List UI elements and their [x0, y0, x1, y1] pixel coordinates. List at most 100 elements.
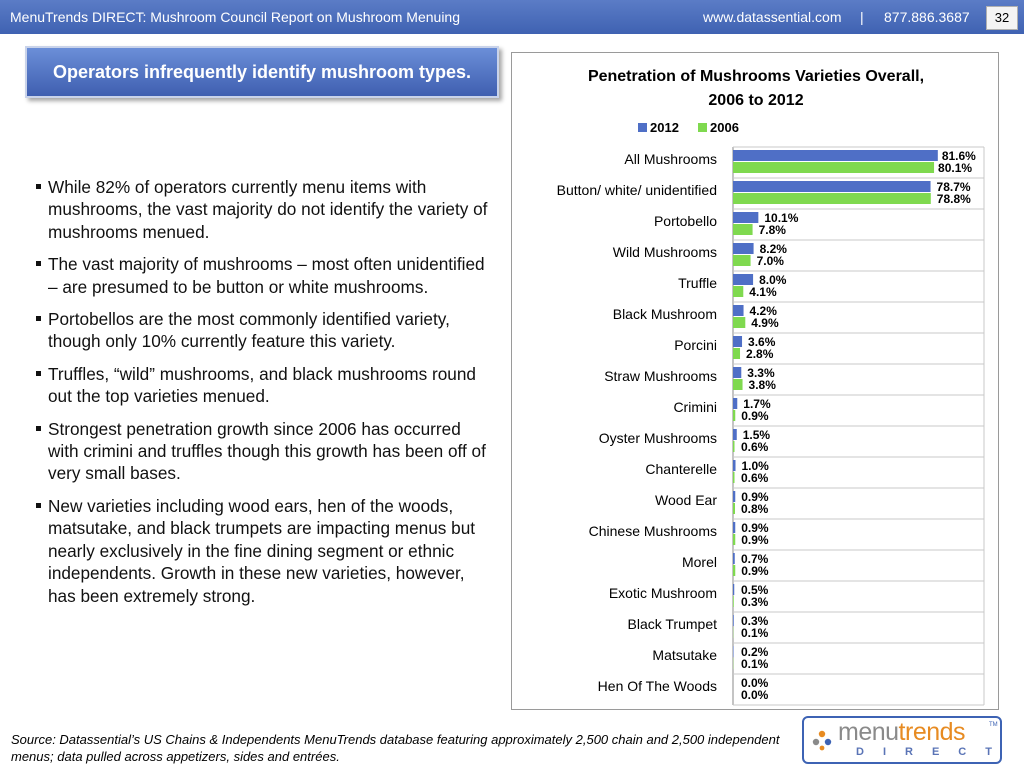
bar-2006	[733, 596, 734, 607]
data-label-2006: 0.1%	[741, 657, 769, 671]
data-label-2012: 0.2%	[741, 645, 769, 659]
chart-title-line1: Penetration of Mushrooms Varieties Overa…	[588, 68, 924, 85]
header-bar: MenuTrends DIRECT: Mushroom Council Repo…	[0, 0, 1024, 34]
bullet-item: Strongest penetration growth since 2006 …	[36, 418, 494, 485]
header-title: MenuTrends DIRECT: Mushroom Council Repo…	[10, 9, 460, 25]
category-label: All Mushrooms	[624, 151, 717, 167]
category-label: Exotic Mushroom	[609, 585, 717, 601]
bar-2012	[733, 460, 736, 471]
bar-2012	[733, 646, 734, 657]
data-label-2006: 80.1%	[938, 161, 972, 175]
data-label-2012: 1.5%	[743, 428, 771, 442]
data-label-2012: 0.0%	[741, 676, 769, 690]
bar-2006	[733, 472, 735, 483]
bar-2012	[733, 367, 742, 378]
legend-label-2012: 2012	[650, 120, 679, 135]
bar-2012	[733, 491, 736, 502]
bar-2006	[733, 255, 751, 266]
data-label-2012: 3.6%	[748, 335, 776, 349]
data-label-2006: 0.0%	[741, 688, 769, 702]
bullet-item: Portobellos are the most commonly identi…	[36, 308, 494, 353]
logo-word-trends: trends	[898, 718, 966, 746]
data-label-2012: 1.7%	[743, 397, 771, 411]
logo-mark-icon	[812, 730, 832, 751]
category-label: Matsutake	[652, 647, 717, 663]
data-label-2006: 3.8%	[749, 378, 777, 392]
category-label: Chinese Mushrooms	[589, 523, 717, 539]
data-label-2006: 7.8%	[759, 223, 787, 237]
data-label-2012: 1.0%	[742, 459, 770, 473]
bar-2006	[733, 379, 743, 390]
data-label-2012: 78.7%	[937, 180, 971, 194]
bar-2006	[733, 193, 931, 204]
bar-chart: Penetration of Mushrooms Varieties Overa…	[557, 68, 985, 706]
legend-swatch-2012	[638, 123, 647, 132]
bar-2012	[733, 150, 938, 161]
data-label-2012: 81.6%	[942, 149, 976, 163]
data-label-2006: 4.9%	[751, 316, 779, 330]
data-label-2006: 0.6%	[741, 471, 769, 485]
bar-2012	[733, 522, 736, 533]
category-label: Wood Ear	[655, 492, 717, 508]
logo-trademark: TM	[989, 722, 998, 728]
bar-2012	[733, 615, 734, 626]
bar-2006	[733, 410, 736, 421]
headline-banner: Operators infrequently identify mushroom…	[25, 46, 499, 98]
bar-2012	[733, 274, 754, 285]
data-label-2006: 2.8%	[746, 347, 774, 361]
data-label-2012: 4.2%	[750, 304, 778, 318]
legend-label-2006: 2006	[710, 120, 739, 135]
data-label-2012: 0.9%	[741, 490, 769, 504]
category-label: Porcini	[674, 337, 717, 353]
menutrends-logo: menutrends TM DIRECT	[802, 716, 1002, 764]
chart-gridlines	[732, 146, 985, 706]
bar-2012	[733, 553, 735, 564]
data-label-2012: 0.9%	[741, 521, 769, 535]
data-label-2006: 0.1%	[741, 626, 769, 640]
header-separator: |	[860, 9, 864, 25]
data-label-2012: 0.3%	[741, 614, 769, 628]
chart-title-line2: 2006 to 2012	[708, 92, 803, 109]
data-label-2006: 78.8%	[937, 192, 971, 206]
bar-2006	[733, 534, 736, 545]
data-label-2006: 7.0%	[757, 254, 785, 268]
bar-2006	[733, 286, 744, 297]
chart-bars	[733, 150, 938, 669]
category-label: Straw Mushrooms	[604, 368, 717, 384]
bullet-item: While 82% of operators currently menu it…	[36, 176, 494, 243]
category-label: Morel	[682, 554, 717, 570]
bar-2012	[733, 336, 743, 347]
logo-direct: DIRECT	[856, 746, 1011, 758]
category-labels: All Mushrooms Button/ white/ unidentified…	[557, 151, 718, 694]
data-label-2012: 0.5%	[741, 583, 769, 597]
logo-wordmark: menutrends	[838, 718, 966, 747]
data-labels: 81.6%80.1% 78.7%78.8% 10.1%7.8% 8.2%7.0% 8.0…	[741, 149, 976, 702]
header-phone: 877.886.3687	[884, 9, 970, 25]
data-label-2012: 10.1%	[764, 211, 798, 225]
logo-word-menu: menu	[838, 718, 899, 746]
page-number: 32	[986, 6, 1018, 30]
category-label: Chanterelle	[645, 461, 717, 477]
bullet-item: Truffles, “wild” mushrooms, and black mu…	[36, 363, 494, 408]
bar-2012	[733, 212, 759, 223]
bar-2012	[733, 305, 744, 316]
bar-2012	[733, 584, 735, 595]
category-label: Crimini	[673, 399, 717, 415]
legend-swatch-2006	[698, 123, 707, 132]
bar-2012	[733, 243, 754, 254]
data-label-2006: 0.6%	[741, 440, 769, 454]
data-label-2012: 3.3%	[747, 366, 775, 380]
bar-2012	[733, 181, 931, 192]
bar-2006	[733, 565, 736, 576]
bullet-item: The vast majority of mushrooms – most of…	[36, 253, 494, 298]
category-label: Portobello	[654, 213, 717, 229]
data-label-2006: 0.9%	[741, 409, 769, 423]
data-label-2006: 0.8%	[741, 502, 769, 516]
data-label-2006: 0.3%	[741, 595, 769, 609]
category-label: Black Mushroom	[613, 306, 717, 322]
data-label-2012: 8.0%	[759, 273, 787, 287]
data-label-2006: 0.9%	[741, 533, 769, 547]
data-label-2012: 8.2%	[760, 242, 788, 256]
bar-2012	[733, 398, 738, 409]
category-label: Hen Of The Woods	[598, 678, 717, 694]
